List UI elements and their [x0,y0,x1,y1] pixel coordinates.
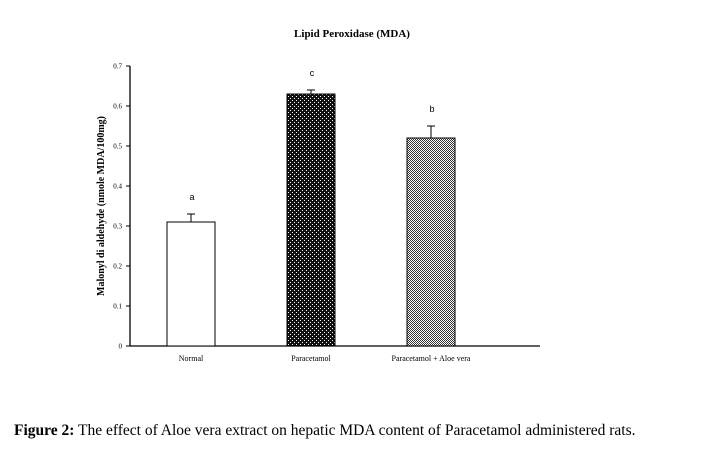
y-axis-label: Malonyl di aldehyde (nmole MDA/100mg) [96,116,107,296]
bar [406,137,456,347]
y-tick-label: 0.6 [113,103,122,111]
y-tick-label: 0.1 [113,303,122,311]
x-category-label: Normal [179,354,204,363]
bar [166,221,216,347]
significance-label: a [189,192,194,202]
y-tick-label: 0 [119,343,123,351]
chart-title: Lipid Peroxidase (MDA) [294,28,410,40]
y-tick-label: 0.5 [113,143,122,151]
figure-caption: Figure 2: The effect of Aloe vera extrac… [14,422,714,440]
bar [286,93,336,347]
y-tick-label: 0.7 [113,63,122,71]
caption-label: Figure 2: [14,422,75,439]
significance-label: b [429,104,434,114]
y-tick-label: 0.2 [113,263,122,271]
significance-label: c [310,68,315,78]
x-category-label: Paracetamol [291,354,331,363]
y-tick-label: 0.3 [113,223,122,231]
y-tick-label: 0.4 [113,183,122,191]
x-category-label: Paracetamol + Aloe vera [392,354,471,363]
caption-text: The effect of Aloe vera extract on hepat… [74,422,636,439]
